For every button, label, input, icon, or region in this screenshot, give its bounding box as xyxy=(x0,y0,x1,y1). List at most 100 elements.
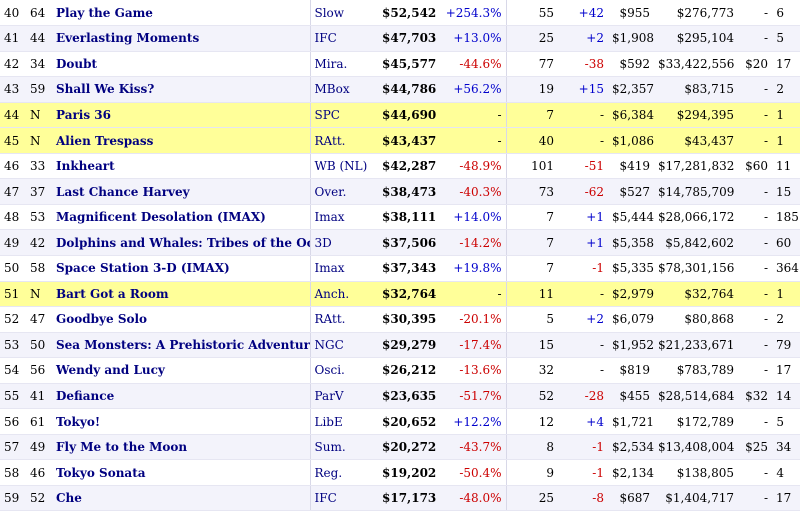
table-row: 49 42 Dolphins and Whales: Tribes of the O… xyxy=(0,229,800,256)
average-cell: $1,086 xyxy=(608,127,654,154)
total-gross-cell: $78,301,156 xyxy=(654,255,738,282)
budget-cell: $25 xyxy=(738,434,772,461)
movie-title-link[interactable]: Goodbye Solo xyxy=(56,312,148,327)
total-gross-cell: $80,868 xyxy=(654,306,738,333)
budget-cell: - xyxy=(738,229,772,256)
movie-title-link[interactable]: Paris 36 xyxy=(56,107,111,122)
movie-title-link[interactable]: Sea Monsters: A Prehistoric Adventure (I… xyxy=(56,337,310,352)
weeks-cell: 14 xyxy=(772,383,800,410)
budget-cell: - xyxy=(738,127,772,154)
rank-cell: 52 xyxy=(0,306,26,333)
weeks-cell: 17 xyxy=(772,485,800,511)
budget-cell: $60 xyxy=(738,153,772,180)
theater-change-cell: -1 xyxy=(558,434,608,461)
movie-title-link[interactable]: Play the Game xyxy=(56,5,153,20)
movie-title-link[interactable]: Fly Me to the Moon xyxy=(56,440,188,455)
movie-title-cell: Everlasting Moments xyxy=(52,25,310,52)
table-row: 54 56 Wendy and Lucy Osci. $26,212 -13.6% 32- $… xyxy=(0,357,800,384)
weeks-cell: 364 xyxy=(772,255,800,282)
studio-cell: Reg. xyxy=(309,459,378,486)
last-week-rank-cell: N xyxy=(26,281,52,308)
movie-title-link[interactable]: Shall We Kiss? xyxy=(56,82,155,97)
table-row: 44 N Paris 36 SPC $44,690-7- $6,384 $294,395-1 xyxy=(0,102,800,129)
theater-count-cell: 25 xyxy=(505,485,558,511)
last-week-rank-cell: 64 xyxy=(26,0,52,27)
table-row: 47 37 Last Chance Harvey Over. $38,473 -40.3%… xyxy=(0,178,800,205)
table-row: 56 61 Tokyo! LibE $20,652 +12.2% 12 +4 $1,721 $17… xyxy=(0,408,800,435)
movie-title-link[interactable]: Defiance xyxy=(56,388,115,403)
movie-title-cell: Doubt xyxy=(52,51,310,78)
movie-title-cell: Play the Game xyxy=(52,0,310,27)
total-gross-cell: $783,789 xyxy=(654,357,738,384)
movie-title-link[interactable]: Inkheart xyxy=(56,159,115,174)
gross-change-cell: -20.1% xyxy=(440,306,506,333)
movie-title-link[interactable]: Last Chance Harvey xyxy=(56,184,190,199)
theater-change-cell: +4 xyxy=(558,408,608,435)
movie-title-cell: Defiance xyxy=(52,383,310,410)
movie-title-link[interactable]: Che xyxy=(56,491,82,506)
last-week-rank-cell: 47 xyxy=(26,306,52,333)
rank-cell: 58 xyxy=(0,459,26,486)
budget-cell: $32 xyxy=(738,383,772,410)
theater-count-cell: 7 xyxy=(505,204,558,231)
studio-cell: Imax xyxy=(309,204,378,231)
total-gross-cell: $14,785,709 xyxy=(654,178,738,205)
theater-change-cell: -62 xyxy=(558,178,608,205)
theater-change-cell: +2 xyxy=(558,306,608,333)
total-gross-cell: $83,715 xyxy=(654,76,738,103)
theater-count-cell: 73 xyxy=(505,178,558,205)
weekend-gross-cell: $37,343 xyxy=(378,255,440,282)
movie-title-link[interactable]: Dolphins and Whales: Tribes of the Ocean… xyxy=(56,235,310,250)
movie-title-link[interactable]: Magnificent Desolation (IMAX) xyxy=(56,210,266,225)
weekend-gross-cell: $32,764 xyxy=(378,281,440,308)
budget-cell: - xyxy=(738,408,772,435)
movie-title-link[interactable]: Tokyo Sonata xyxy=(56,465,146,480)
weekend-gross-cell: $44,786 xyxy=(378,76,440,103)
weeks-cell: 2 xyxy=(772,306,800,333)
theater-count-cell: 40 xyxy=(505,127,558,154)
theater-change-cell: - xyxy=(558,332,608,359)
gross-change-cell: -51.7% xyxy=(440,383,506,410)
table-row: 42 34 Doubt Mira. $45,577 -44.6% 77 -38 $592 $33,… xyxy=(0,51,800,78)
last-week-rank-cell: 42 xyxy=(26,229,52,256)
rank-cell: 49 xyxy=(0,229,26,256)
weekend-gross-cell: $19,202 xyxy=(378,459,440,486)
movie-title-cell: Fly Me to the Moon xyxy=(52,434,310,461)
movie-title-link[interactable]: Tokyo! xyxy=(56,414,101,429)
total-gross-cell: $276,773 xyxy=(654,0,738,27)
budget-cell: - xyxy=(738,255,772,282)
budget-cell: - xyxy=(738,485,772,511)
theater-count-cell: 25 xyxy=(505,25,558,52)
table-row: 41 44 Everlasting Moments IFC $47,703 +13.0% 2… xyxy=(0,25,800,52)
studio-cell: Anch. xyxy=(309,281,378,308)
theater-change-cell: -28 xyxy=(558,383,608,410)
rank-cell: 46 xyxy=(0,153,26,180)
table-row: 55 41 Defiance ParV $23,635 -51.7% 52 -28 $455 $2… xyxy=(0,383,800,410)
movie-title-link[interactable]: Doubt xyxy=(56,56,98,71)
total-gross-cell: $295,104 xyxy=(654,25,738,52)
total-gross-cell: $1,404,717 xyxy=(654,485,738,511)
weeks-cell: 5 xyxy=(772,408,800,435)
total-gross-cell: $28,514,684 xyxy=(654,383,738,410)
weekend-gross-cell: $52,542 xyxy=(378,0,440,27)
gross-change-cell: -48.0% xyxy=(440,485,506,511)
gross-change-cell: -44.6% xyxy=(440,51,506,78)
weeks-cell: 15 xyxy=(772,178,800,205)
average-cell: $1,952 xyxy=(608,332,654,359)
theater-count-cell: 11 xyxy=(505,281,558,308)
last-week-rank-cell: 58 xyxy=(26,255,52,282)
rank-cell: 54 xyxy=(0,357,26,384)
rank-cell: 56 xyxy=(0,408,26,435)
movie-title-link[interactable]: Alien Trespass xyxy=(56,133,154,148)
movie-title-link[interactable]: Bart Got a Room xyxy=(56,286,169,301)
last-week-rank-cell: 46 xyxy=(26,459,52,486)
movie-title-cell: Tokyo! xyxy=(52,408,310,435)
movie-title-link[interactable]: Wendy and Lucy xyxy=(56,363,165,378)
budget-cell: - xyxy=(738,332,772,359)
movie-title-link[interactable]: Space Station 3-D (IMAX) xyxy=(56,261,230,276)
movie-title-cell: Space Station 3-D (IMAX) xyxy=(52,255,310,282)
table-row: 46 33 Inkheart WB (NL) $42,287 -48.9% 101 -51 $4… xyxy=(0,153,800,180)
budget-cell: - xyxy=(738,178,772,205)
movie-title-link[interactable]: Everlasting Moments xyxy=(56,31,200,46)
rank-cell: 57 xyxy=(0,434,26,461)
